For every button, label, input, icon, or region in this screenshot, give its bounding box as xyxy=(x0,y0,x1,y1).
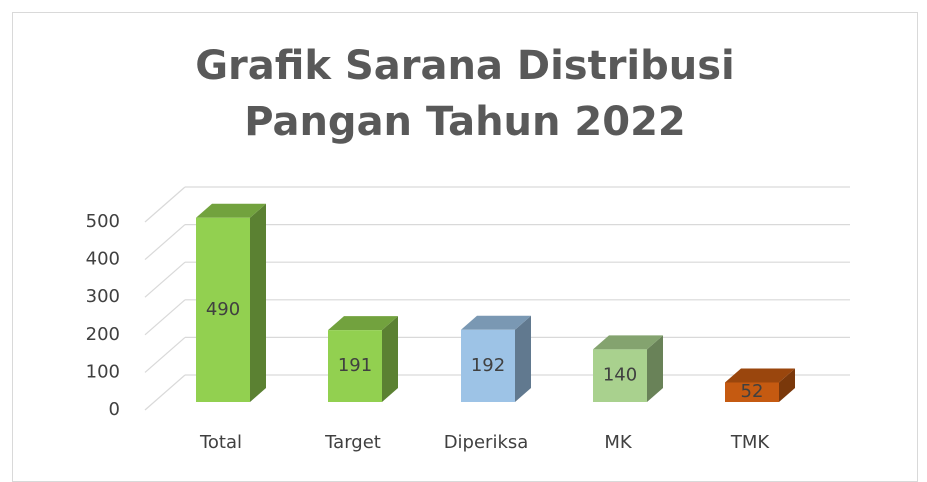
bar xyxy=(196,203,266,402)
chart: 0 100 200 300 400 500 Total 490 Target 191 Diperik… xyxy=(86,186,850,453)
y-tick-label: 200 xyxy=(86,324,120,345)
bar xyxy=(328,316,398,402)
bar-top xyxy=(725,368,795,383)
y-tick-label: 300 xyxy=(86,286,120,307)
grid-line xyxy=(144,261,186,298)
bar-front xyxy=(196,217,250,402)
bar-side xyxy=(647,335,663,402)
bar xyxy=(593,335,663,402)
grid-line xyxy=(144,336,186,373)
y-tick-label: 400 xyxy=(86,249,120,270)
grid-line xyxy=(144,224,186,261)
bar-front xyxy=(725,382,779,402)
bar-side xyxy=(382,316,398,402)
grid-line xyxy=(144,186,186,223)
page: Grafik Sarana Distribusi Pangan Tahun 20… xyxy=(12,12,918,482)
bar-front xyxy=(328,330,382,402)
data-label: 192 xyxy=(471,355,505,376)
chart-title: Grafik Sarana Distribusi Pangan Tahun 20… xyxy=(195,43,735,145)
y-tick-label: 100 xyxy=(86,361,120,382)
x-tick-label: MK xyxy=(604,432,633,453)
y-tick-label: 500 xyxy=(86,211,120,232)
data-label: 191 xyxy=(338,355,372,376)
bar-front xyxy=(461,329,515,402)
bar-side xyxy=(515,315,531,402)
bar-top xyxy=(328,316,398,331)
data-label: 52 xyxy=(741,381,764,402)
bar-side xyxy=(250,203,266,402)
bar-front xyxy=(593,349,647,402)
bar-top xyxy=(461,315,531,330)
x-tick-label: Target xyxy=(324,432,381,453)
bar-side xyxy=(779,368,795,402)
grid-line xyxy=(144,374,186,411)
grid-line xyxy=(144,299,186,336)
x-tick-label: Diperiksa xyxy=(444,432,529,453)
x-tick-label: TMK xyxy=(730,432,771,453)
y-tick-label: 0 xyxy=(109,399,120,420)
bar xyxy=(461,315,531,402)
bar xyxy=(725,368,795,402)
x-tick-label: Total xyxy=(199,432,242,453)
data-label: 490 xyxy=(206,299,240,320)
data-label: 140 xyxy=(603,365,637,386)
bar-top xyxy=(593,335,663,350)
bar-top xyxy=(196,203,266,218)
